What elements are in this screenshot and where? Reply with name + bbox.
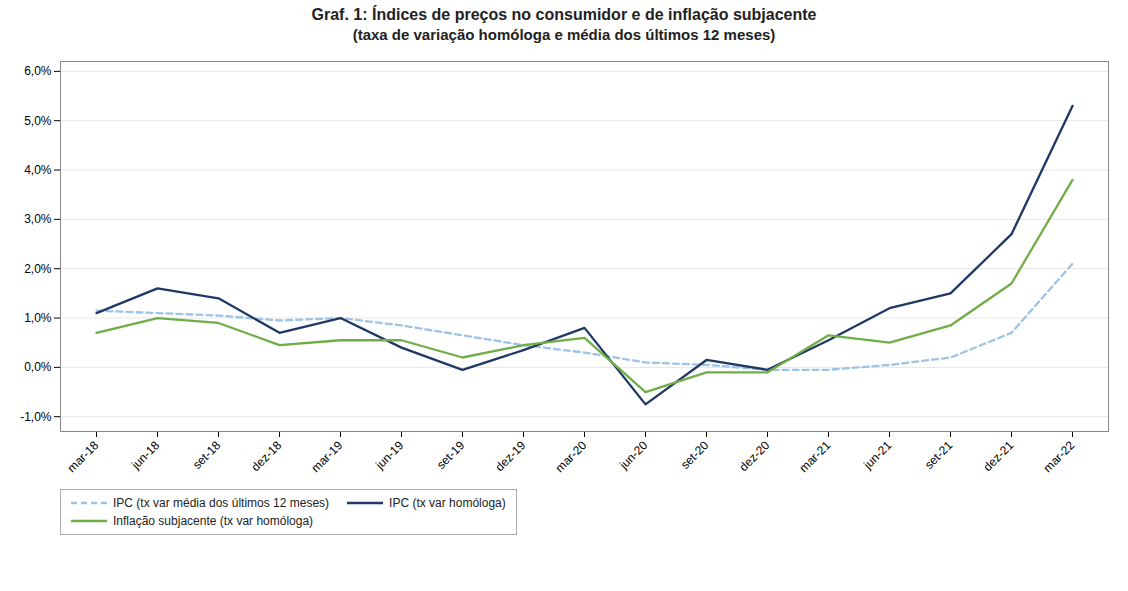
html-text:IPC (tx var média dos últimos: IPC (tx var média dos últimos 12 meses): [113, 496, 330, 510]
svg-text:mar-19: mar-19: [309, 438, 346, 475]
svg-text:dez-18: dez-18: [248, 438, 284, 474]
svg-text:dez-21: dez-21: [980, 438, 1016, 474]
svg-text:6,0%: 6,0%: [24, 64, 52, 78]
svg-text:3,0%: 3,0%: [24, 212, 52, 226]
svg-text:jun-18: jun-18: [128, 438, 162, 472]
html-text:(taxa de variação homóloga e m: (taxa de variação homóloga e média dos ú…: [352, 26, 776, 43]
svg-text:0,0%: 0,0%: [24, 360, 52, 374]
svg-text:1,0%: 1,0%: [24, 311, 52, 325]
svg-text:mar-18: mar-18: [65, 438, 102, 475]
svg-text:mar-22: mar-22: [1041, 438, 1078, 475]
svg-text:jun-21: jun-21: [860, 438, 894, 472]
svg-text:dez-20: dez-20: [736, 438, 772, 474]
html-text:Inflação subjacente (tx var ho: Inflação subjacente (tx var homóloga): [113, 514, 314, 528]
svg-text:2,0%: 2,0%: [24, 262, 52, 276]
svg-text:5,0%: 5,0%: [24, 114, 52, 128]
svg-text:set-20: set-20: [678, 438, 712, 472]
svg-text:jun-20: jun-20: [616, 438, 650, 472]
svg-text:-1,0%: -1,0%: [20, 410, 52, 424]
svg-text:set-21: set-21: [922, 438, 956, 472]
html-text:IPC (tx var homóloga): IPC (tx var homóloga): [389, 496, 506, 510]
svg-text:set-19: set-19: [434, 438, 468, 472]
svg-text:set-18: set-18: [190, 438, 224, 472]
html-text:Graf. 1: Índices de preços no: Graf. 1: Índices de preços no consumidor…: [311, 6, 817, 23]
svg-text:jun-19: jun-19: [372, 438, 406, 472]
svg-text:4,0%: 4,0%: [24, 163, 52, 177]
svg-text:mar-20: mar-20: [553, 438, 590, 475]
svg-text:dez-19: dez-19: [492, 438, 528, 474]
svg-text:mar-21: mar-21: [797, 438, 834, 475]
